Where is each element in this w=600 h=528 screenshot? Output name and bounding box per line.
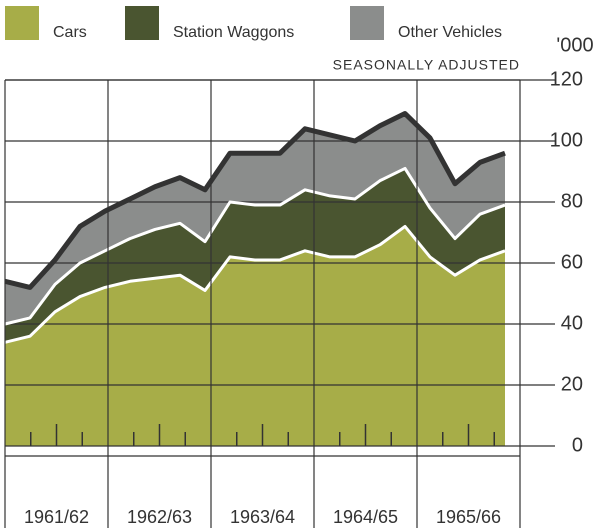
legend-label: Other Vehicles <box>398 24 502 41</box>
separator-line <box>4 224 506 344</box>
legend-label: Cars <box>53 24 87 41</box>
x-period-label: 1961/62 <box>24 507 89 527</box>
x-period-label: 1965/66 <box>436 507 501 527</box>
legend-swatch <box>125 6 159 40</box>
total-line <box>4 111 506 290</box>
y-tick-label: 40 <box>561 312 583 334</box>
area <box>5 168 505 343</box>
legend-swatch <box>5 6 39 40</box>
legend-label: Station Waggons <box>173 24 294 41</box>
x-period-label: 1964/65 <box>333 507 398 527</box>
x-period-label: 1962/63 <box>127 507 192 527</box>
legend-swatch <box>350 6 384 40</box>
subtitle: SEASONALLY ADJUSTED <box>333 57 520 73</box>
separator-line <box>4 166 506 326</box>
y-tick-label: 100 <box>550 129 583 151</box>
y-unit: '000 <box>556 34 593 56</box>
y-tick-label: 0 <box>572 434 583 456</box>
x-period-label: 1963/64 <box>230 507 295 527</box>
y-tick-label: 80 <box>561 190 583 212</box>
area <box>5 113 505 324</box>
y-tick-label: 60 <box>561 251 583 273</box>
y-tick-label: 20 <box>561 373 583 395</box>
y-tick-label: 120 <box>550 68 583 90</box>
